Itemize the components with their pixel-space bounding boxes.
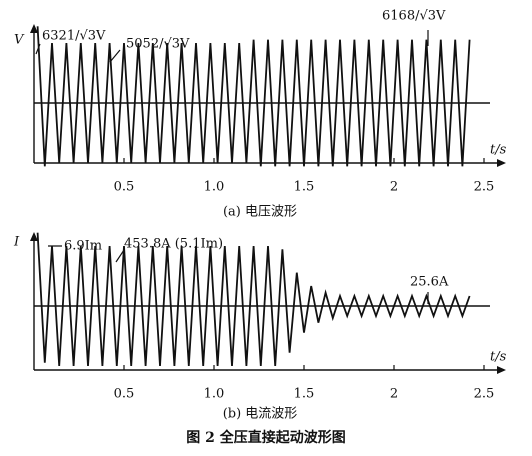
x-tick-label: 0.5: [114, 180, 135, 195]
x-label: t/s: [490, 350, 507, 365]
waveform: [36, 232, 471, 367]
y-label: I: [13, 235, 20, 250]
waveform: [36, 26, 471, 167]
x-tick-label: 1.5: [294, 387, 315, 402]
annotation: 453.8A (5.1Im): [124, 237, 223, 252]
x-tick-label: 2.5: [474, 180, 495, 195]
annotation: 6321/√3V: [42, 29, 106, 44]
annotation: 25.6A: [410, 275, 449, 290]
caption: (a) 电压波形: [223, 205, 297, 220]
x-tick-label: 1.5: [294, 180, 315, 195]
figure-caption: 图 2 全压直接起动波形图: [186, 429, 346, 446]
x-tick-label: 2: [390, 387, 398, 402]
annotation: 6.9Im: [64, 239, 102, 254]
x-tick-label: 1.0: [204, 387, 225, 402]
y-label: V: [14, 33, 25, 48]
axes-b: [33, 238, 500, 371]
annotation: 5052/√3V: [126, 37, 190, 52]
x-tick-label: 1.0: [204, 180, 225, 195]
axes-a: [33, 30, 500, 164]
annotation: 6168/√3V: [382, 9, 446, 24]
x-tick-label: 2.5: [474, 387, 495, 402]
x-tick-label: 2: [390, 180, 398, 195]
caption: (b) 电流波形: [223, 407, 298, 422]
x-label: t/s: [490, 143, 507, 158]
x-tick-label: 0.5: [114, 387, 135, 402]
